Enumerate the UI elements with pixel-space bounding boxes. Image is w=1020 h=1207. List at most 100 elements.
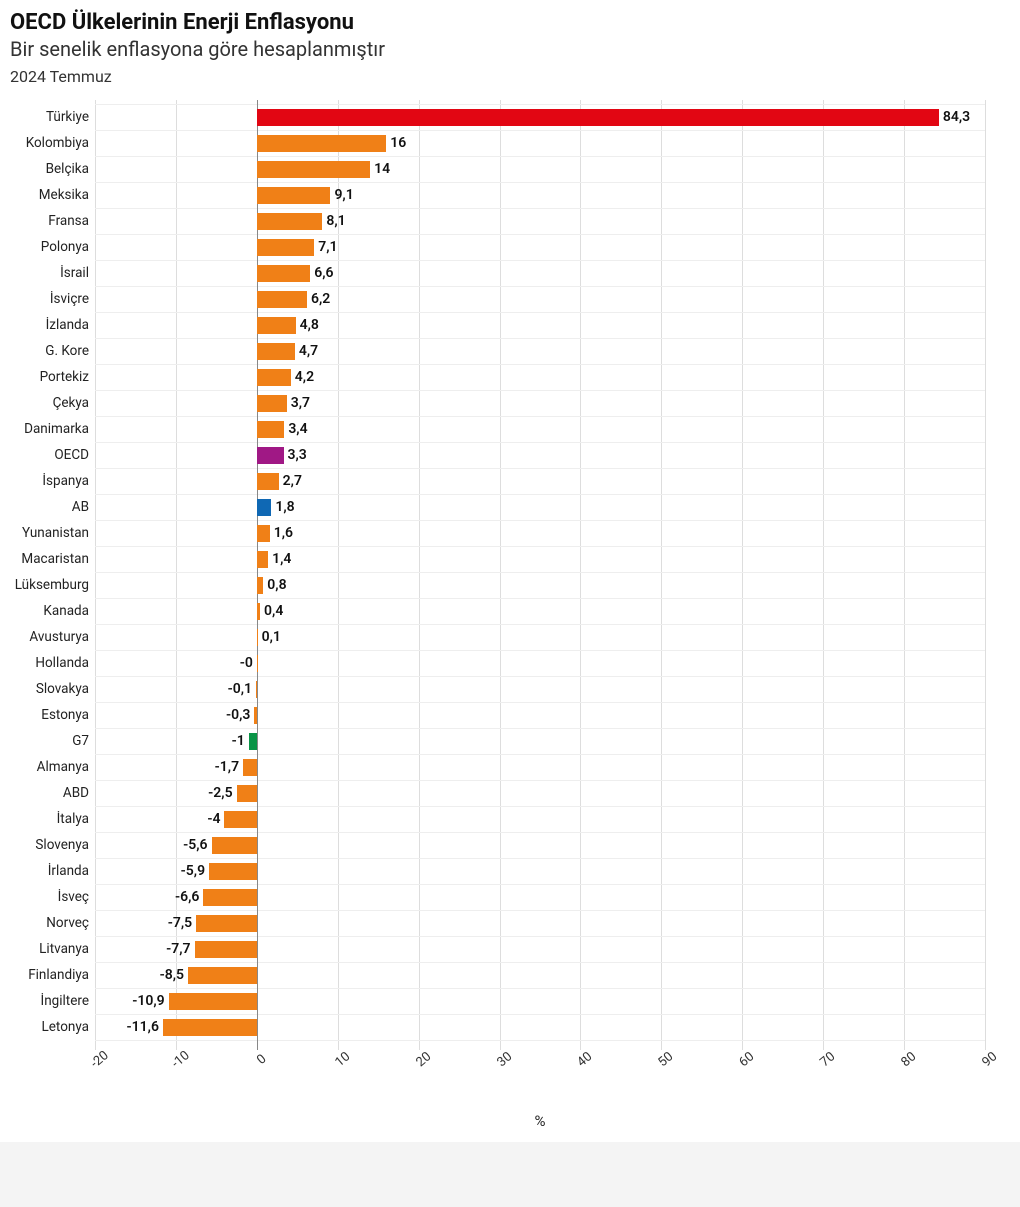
chart-row: İngiltere-10,9	[95, 988, 985, 1014]
value-label: -1,7	[215, 754, 239, 780]
country-label: Kanada	[43, 598, 89, 624]
country-label: İsviçre	[50, 286, 89, 312]
chart-row: Almanya-1,7	[95, 754, 985, 780]
country-label: Hollanda	[35, 650, 89, 676]
chart-row: Belçika14	[95, 156, 985, 182]
chart-row: Letonya-11,6	[95, 1014, 985, 1040]
chart-row: İtalya-4	[95, 806, 985, 832]
chart-area: Türkiye84,3Kolombiya16Belçika14Meksika9,…	[95, 100, 985, 1050]
bar	[188, 967, 257, 984]
country-label: Yunanistan	[22, 520, 89, 546]
value-label: -5,9	[181, 858, 205, 884]
chart-row: İzlanda4,8	[95, 312, 985, 338]
bar	[257, 577, 263, 594]
bar	[254, 707, 256, 724]
country-label: İsveç	[58, 884, 89, 910]
x-axis: -20-100102030405060708090	[95, 1050, 985, 1080]
country-label: Türkiye	[46, 104, 89, 130]
chart-row: Norveç-7,5	[95, 910, 985, 936]
value-label: 2,7	[283, 468, 302, 494]
value-label: 14	[374, 156, 390, 182]
bar	[257, 629, 258, 646]
value-label: -8,5	[160, 962, 184, 988]
chart-row: Macaristan1,4	[95, 546, 985, 572]
chart-row: Estonya-0,3	[95, 702, 985, 728]
chart-row: Slovenya-5,6	[95, 832, 985, 858]
bar	[256, 681, 257, 698]
chart-row: Kolombiya16	[95, 130, 985, 156]
country-label: Belçika	[46, 156, 89, 182]
bar	[196, 915, 257, 932]
x-tick: 90	[979, 1049, 1000, 1070]
bar	[257, 369, 291, 386]
value-label: 4,2	[295, 364, 314, 390]
value-label: 4,8	[300, 312, 319, 338]
country-label: Slovenya	[35, 832, 89, 858]
value-label: 6,6	[314, 260, 333, 286]
bar	[257, 291, 307, 308]
country-label: Litvanya	[39, 936, 89, 962]
bar	[257, 525, 270, 542]
value-label: -10,9	[132, 988, 164, 1014]
chart-subtitle: Bir senelik enflasyona göre hesaplanmışt…	[10, 37, 1010, 61]
bar	[237, 785, 257, 802]
chart-row: İsrail6,6	[95, 260, 985, 286]
value-label: 0,8	[267, 572, 286, 598]
value-label: -1	[232, 728, 245, 754]
x-tick: -10	[169, 1048, 193, 1071]
value-label: 8,1	[326, 208, 345, 234]
bar	[169, 993, 257, 1010]
bar	[257, 421, 285, 438]
value-label: -4	[207, 806, 220, 832]
chart-row: İspanya2,7	[95, 468, 985, 494]
country-label: Estonya	[41, 702, 89, 728]
value-label: 4,7	[299, 338, 318, 364]
value-label: -0,3	[226, 702, 250, 728]
chart-row: Çekya3,7	[95, 390, 985, 416]
bar	[257, 603, 260, 620]
bar	[257, 655, 258, 672]
x-tick: 0	[254, 1052, 269, 1068]
country-label: İrlanda	[48, 858, 89, 884]
value-label: -2,5	[208, 780, 232, 806]
country-label: İtalya	[57, 806, 89, 832]
chart-row: Yunanistan1,6	[95, 520, 985, 546]
bar	[257, 551, 268, 568]
chart-row: AB1,8	[95, 494, 985, 520]
country-label: G7	[72, 728, 89, 754]
chart-row: Avusturya0,1	[95, 624, 985, 650]
x-tick: -20	[88, 1048, 112, 1071]
value-label: 3,4	[288, 416, 307, 442]
chart-row: İsveç-6,6	[95, 884, 985, 910]
value-label: 0,1	[262, 624, 281, 650]
x-tick: 80	[898, 1049, 919, 1070]
country-label: Avusturya	[29, 624, 89, 650]
chart-row: OECD3,3	[95, 442, 985, 468]
bar	[224, 811, 256, 828]
value-label: 7,1	[318, 234, 337, 260]
country-label: Norveç	[46, 910, 89, 936]
bar	[195, 941, 257, 958]
value-label: 3,3	[288, 442, 307, 468]
bar	[209, 863, 257, 880]
value-label: 0,4	[264, 598, 283, 624]
x-tick: 50	[656, 1049, 677, 1070]
country-label: Fransa	[48, 208, 89, 234]
country-label: Meksika	[39, 182, 89, 208]
country-label: Finlandiya	[28, 962, 89, 988]
value-label: 16	[390, 130, 406, 156]
country-label: Lüksemburg	[15, 572, 89, 598]
bar	[257, 109, 939, 126]
chart-row: G7-1	[95, 728, 985, 754]
x-tick: 60	[737, 1049, 758, 1070]
x-tick: 70	[818, 1049, 839, 1070]
country-label: Almanya	[37, 754, 89, 780]
chart-row: Türkiye84,3	[95, 104, 985, 130]
x-tick: 20	[413, 1049, 434, 1070]
value-label: -7,7	[166, 936, 190, 962]
bar	[257, 317, 296, 334]
chart-row: G. Kore4,7	[95, 338, 985, 364]
country-label: Slovakya	[36, 676, 89, 702]
bar	[257, 161, 370, 178]
value-label: -7,5	[168, 910, 192, 936]
